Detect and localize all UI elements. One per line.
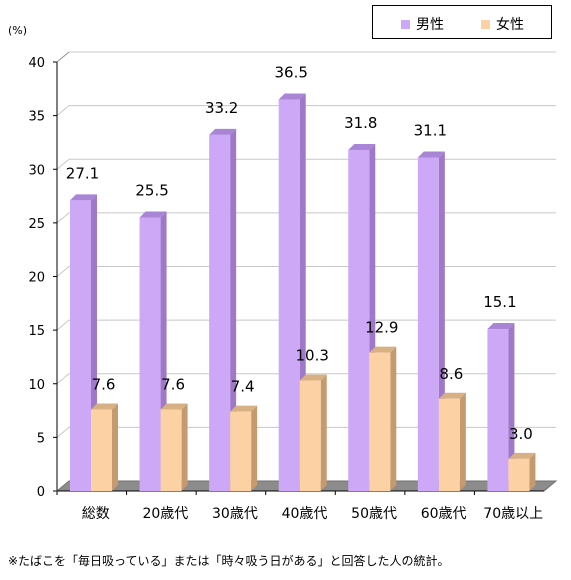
x-tick-label: 40歳代	[282, 506, 328, 522]
bar-male	[139, 217, 161, 491]
bar-side	[230, 128, 237, 491]
bar-top	[230, 405, 258, 412]
bar-female	[230, 411, 252, 491]
bar-female	[438, 398, 460, 491]
bar-side	[508, 323, 515, 491]
bar-side	[390, 346, 397, 491]
bar-top	[417, 151, 445, 158]
bar-male	[278, 99, 300, 491]
data-label: 15.1	[483, 293, 516, 311]
bar-top	[70, 194, 97, 201]
gridline	[56, 105, 556, 117]
y-tick-label: 35	[28, 110, 45, 125]
legend-swatch-male	[401, 19, 410, 29]
data-label: 33.2	[205, 99, 238, 117]
bar-female	[91, 409, 112, 491]
data-label: 7.6	[161, 375, 185, 393]
data-label: 8.6	[439, 365, 463, 383]
data-labels: 27.1 7.6 25.5 7.6 33.2 7.4 36.5 10.3 31.8 12.9 31.…	[66, 64, 533, 443]
data-label: 7.4	[231, 378, 255, 396]
x-tick-label: 30歳代	[212, 506, 258, 522]
legend-item-male: 男性	[401, 14, 444, 34]
legend-label-male: 男性	[416, 17, 444, 33]
y-tick-label: 5	[37, 431, 45, 446]
bar-top	[369, 346, 397, 353]
y-tick-label: 15	[28, 324, 45, 339]
bar-male	[487, 329, 509, 491]
bar-female	[508, 458, 530, 491]
y-tick-label: 0	[37, 485, 45, 500]
legend-swatch-female	[481, 19, 490, 29]
bar-top	[91, 403, 118, 410]
legend-label-female: 女性	[496, 17, 524, 33]
data-label: 12.9	[365, 319, 398, 337]
legend-item-female: 女性	[481, 14, 524, 34]
y-tick-label: 20	[28, 271, 45, 286]
y-tick-label: 10	[28, 378, 45, 393]
bar-top	[139, 211, 167, 218]
bar-female	[299, 380, 321, 491]
x-tick-label: 70歳以上	[483, 506, 543, 522]
bar-female	[160, 409, 182, 491]
data-label: 31.8	[344, 114, 377, 132]
bar-top	[299, 374, 327, 381]
data-label: 3.0	[509, 425, 533, 443]
bar-top	[278, 93, 306, 100]
y-tick-label: 40	[28, 56, 45, 71]
y-axis-depth	[56, 51, 70, 63]
bar-top	[487, 323, 515, 330]
data-label: 31.1	[414, 121, 447, 139]
x-tick-label: 50歳代	[351, 506, 397, 522]
bar-side	[459, 392, 466, 491]
data-label: 7.6	[92, 375, 116, 393]
legend: 男性 女性	[372, 5, 552, 39]
bar-side	[320, 374, 327, 491]
data-label: 36.5	[275, 64, 308, 82]
data-label: 10.3	[296, 347, 329, 365]
x-tick-label: 60歳代	[421, 506, 467, 522]
x-tick-label: 20歳代	[142, 506, 188, 522]
gridline	[56, 212, 556, 224]
gridline	[56, 266, 556, 277]
gridline	[56, 158, 556, 170]
bar-side	[112, 403, 118, 491]
data-label: 25.5	[135, 182, 168, 200]
bar-male	[348, 149, 370, 491]
bar-side	[181, 403, 188, 491]
bar-male	[209, 134, 231, 491]
gridline	[56, 319, 556, 331]
bar-male	[70, 200, 91, 492]
bar-female	[369, 352, 391, 491]
bar-top	[209, 128, 237, 135]
unit-label: (%)	[8, 24, 28, 37]
x-tick-label: 総数	[82, 506, 110, 522]
y-axis: 0 5 10 15 20 25 30 35 40	[28, 51, 70, 500]
bar-top	[160, 403, 188, 410]
bar-male	[417, 157, 439, 491]
bar-top	[348, 143, 376, 150]
data-label: 27.1	[66, 164, 99, 182]
y-tick-label: 30	[28, 163, 45, 178]
footnote: ※たばこを「毎日吸っている」または「時々吸う日がある」と回答した人の統計。	[8, 554, 450, 568]
bar-side	[251, 405, 258, 491]
bar-top	[438, 392, 466, 399]
y-tick-label: 25	[28, 217, 45, 232]
bar-top	[508, 452, 536, 459]
bars	[70, 93, 536, 492]
x-axis: 総数 20歳代 30歳代 40歳代 50歳代 60歳代 70歳以上	[56, 491, 543, 522]
bar-side	[529, 452, 536, 491]
